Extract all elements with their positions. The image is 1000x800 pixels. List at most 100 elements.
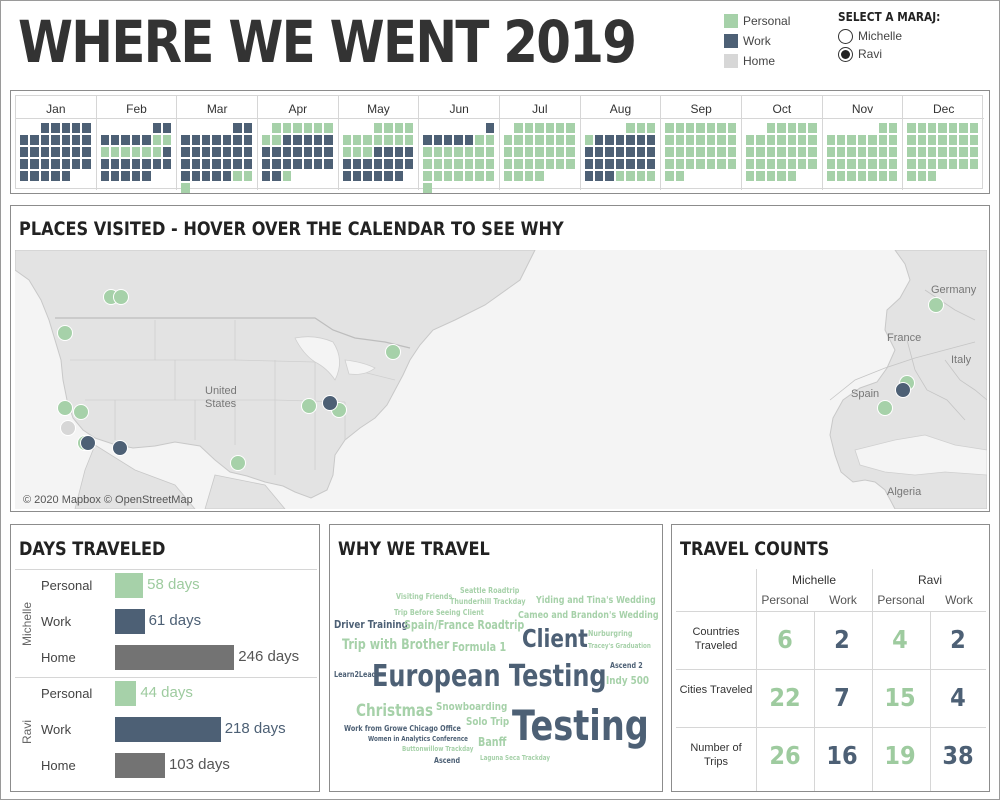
calendar-day[interactable] — [121, 147, 130, 157]
calendar-day[interactable] — [20, 147, 29, 157]
calendar-day[interactable] — [545, 147, 554, 157]
calendar-day[interactable] — [51, 159, 60, 169]
word-cloud-item[interactable]: Trip Before Seeing Client — [394, 608, 484, 617]
calendar-day[interactable] — [293, 135, 302, 145]
calendar-day[interactable] — [917, 147, 927, 157]
word-cloud-item[interactable]: Snowboarding — [436, 700, 508, 713]
calendar-day[interactable] — [423, 159, 432, 169]
calendar-day[interactable] — [555, 159, 565, 169]
map-point-personal[interactable] — [301, 398, 317, 414]
calendar-day[interactable] — [566, 147, 575, 157]
calendar-day[interactable] — [233, 135, 242, 145]
calendar-day[interactable] — [71, 159, 81, 169]
calendar-day[interactable] — [282, 123, 292, 133]
calendar-day[interactable] — [121, 135, 130, 145]
calendar-day[interactable] — [868, 147, 877, 157]
calendar-day[interactable] — [433, 159, 443, 169]
calendar-day[interactable] — [262, 147, 271, 157]
calendar-day[interactable] — [384, 135, 393, 145]
calendar-day[interactable] — [675, 135, 685, 145]
calendar-day[interactable] — [61, 171, 70, 181]
calendar-day[interactable] — [959, 123, 968, 133]
calendar-day[interactable] — [727, 159, 736, 169]
days-bar-home[interactable] — [115, 645, 235, 670]
calendar-day[interactable] — [262, 159, 271, 169]
calendar-day[interactable] — [727, 147, 736, 157]
calendar-day[interactable] — [797, 135, 807, 145]
word-cloud-item[interactable]: Buttonwillow Trackday — [402, 745, 474, 753]
calendar-day[interactable] — [404, 159, 414, 169]
calendar-day[interactable] — [202, 147, 211, 157]
calendar-day[interactable] — [423, 135, 432, 145]
calendar-day[interactable] — [485, 171, 494, 181]
map-point-work[interactable] — [80, 435, 96, 451]
calendar-day[interactable] — [626, 171, 635, 181]
word-cloud-item[interactable]: Women in Analytics Conference — [368, 735, 468, 743]
calendar-day[interactable] — [342, 159, 352, 169]
calendar-day[interactable] — [727, 123, 736, 133]
calendar-day[interactable] — [142, 171, 151, 181]
calendar-day[interactable] — [324, 159, 333, 169]
calendar-day[interactable] — [675, 171, 685, 181]
calendar-day[interactable] — [826, 147, 836, 157]
calendar-day[interactable] — [384, 123, 393, 133]
calendar-day[interactable] — [303, 123, 312, 133]
word-cloud-item[interactable]: Visiting Friends — [396, 592, 453, 601]
calendar-day[interactable] — [514, 159, 523, 169]
calendar-day[interactable] — [907, 123, 916, 133]
calendar-day[interactable] — [394, 147, 403, 157]
calendar-day[interactable] — [826, 171, 836, 181]
calendar-day[interactable] — [878, 159, 887, 169]
calendar-day[interactable] — [444, 135, 453, 145]
calendar-day[interactable] — [787, 159, 796, 169]
calendar-day[interactable] — [212, 159, 221, 169]
calendar-day[interactable] — [272, 159, 281, 169]
calendar-day[interactable] — [646, 171, 656, 181]
calendar-day[interactable] — [928, 123, 937, 133]
calendar-day[interactable] — [907, 135, 916, 145]
calendar-day[interactable] — [342, 147, 352, 157]
calendar-day[interactable] — [272, 147, 281, 157]
calendar-day[interactable] — [857, 147, 867, 157]
calendar-day[interactable] — [212, 171, 221, 181]
calendar-day[interactable] — [797, 159, 807, 169]
calendar-day[interactable] — [212, 147, 221, 157]
word-cloud-item[interactable]: Christmas — [356, 701, 434, 721]
calendar-day[interactable] — [808, 123, 817, 133]
calendar-day[interactable] — [928, 135, 937, 145]
calendar-day[interactable] — [584, 147, 594, 157]
calendar-day[interactable] — [545, 123, 554, 133]
calendar-day[interactable] — [222, 171, 232, 181]
calendar-day[interactable] — [514, 135, 523, 145]
calendar-day[interactable] — [969, 135, 978, 145]
calendar-day[interactable] — [152, 135, 161, 145]
calendar-day[interactable] — [756, 159, 765, 169]
calendar-day[interactable] — [353, 171, 362, 181]
calendar-day[interactable] — [121, 159, 130, 169]
calendar-day[interactable] — [243, 159, 252, 169]
calendar-day[interactable] — [766, 147, 776, 157]
calendar-day[interactable] — [907, 171, 916, 181]
calendar-day[interactable] — [615, 135, 625, 145]
word-cloud-item[interactable]: Trip with Brother — [342, 637, 450, 653]
calendar-day[interactable] — [555, 147, 565, 157]
calendar-day[interactable] — [636, 123, 645, 133]
calendar-day[interactable] — [959, 135, 968, 145]
calendar-day[interactable] — [353, 135, 362, 145]
calendar-day[interactable] — [917, 135, 927, 145]
calendar-day[interactable] — [142, 147, 151, 157]
calendar-day[interactable] — [969, 147, 978, 157]
calendar-day[interactable] — [595, 159, 604, 169]
calendar-day[interactable] — [938, 123, 947, 133]
calendar-day[interactable] — [665, 171, 674, 181]
word-cloud-item[interactable]: Tracey's Graduation — [588, 642, 651, 650]
calendar-day[interactable] — [545, 135, 554, 145]
calendar-day[interactable] — [535, 159, 544, 169]
calendar-day[interactable] — [485, 159, 494, 169]
calendar-day[interactable] — [40, 123, 50, 133]
calendar-day[interactable] — [524, 147, 534, 157]
word-cloud-item[interactable]: Ascend 2 — [610, 661, 643, 670]
calendar-day[interactable] — [514, 123, 523, 133]
map-point-personal[interactable] — [385, 344, 401, 360]
calendar-day[interactable] — [847, 147, 856, 157]
